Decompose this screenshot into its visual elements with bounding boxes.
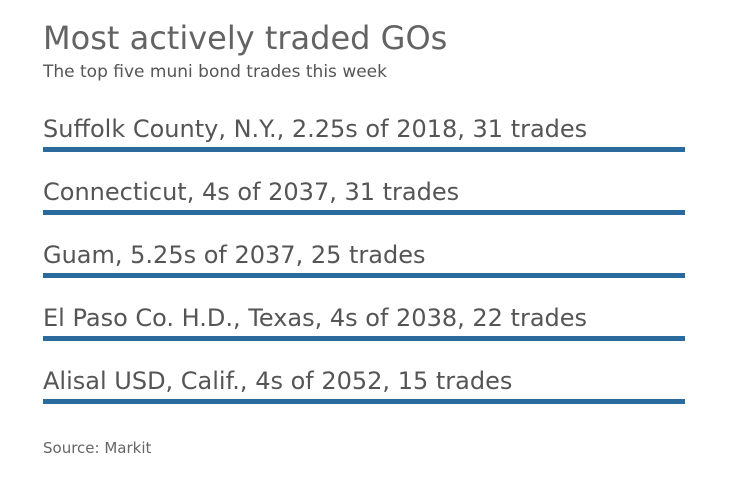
chart-title: Most actively traded GOs: [43, 19, 448, 57]
chart-subtitle: The top five muni bond trades this week: [43, 62, 387, 82]
trade-row: Connecticut, 4s of 2037, 31 trades: [43, 175, 685, 221]
trade-label: El Paso Co. H.D., Texas, 4s of 2038, 22 …: [43, 304, 588, 332]
source-note: Source: Markit: [43, 439, 152, 457]
trade-label: Alisal USD, Calif., 4s of 2052, 15 trade…: [43, 367, 513, 395]
trade-row: Alisal USD, Calif., 4s of 2052, 15 trade…: [43, 364, 685, 410]
trade-bar: [43, 210, 685, 215]
trade-label: Connecticut, 4s of 2037, 31 trades: [43, 178, 460, 206]
trade-label: Guam, 5.25s of 2037, 25 trades: [43, 241, 426, 269]
trade-row: Suffolk County, N.Y., 2.25s of 2018, 31 …: [43, 112, 685, 158]
trade-row: Guam, 5.25s of 2037, 25 trades: [43, 238, 685, 284]
trade-bar: [43, 399, 685, 404]
trade-row: El Paso Co. H.D., Texas, 4s of 2038, 22 …: [43, 301, 685, 347]
trade-bar: [43, 273, 685, 278]
trade-bar: [43, 336, 685, 341]
trade-bar: [43, 147, 685, 152]
trade-label: Suffolk County, N.Y., 2.25s of 2018, 31 …: [43, 115, 588, 143]
